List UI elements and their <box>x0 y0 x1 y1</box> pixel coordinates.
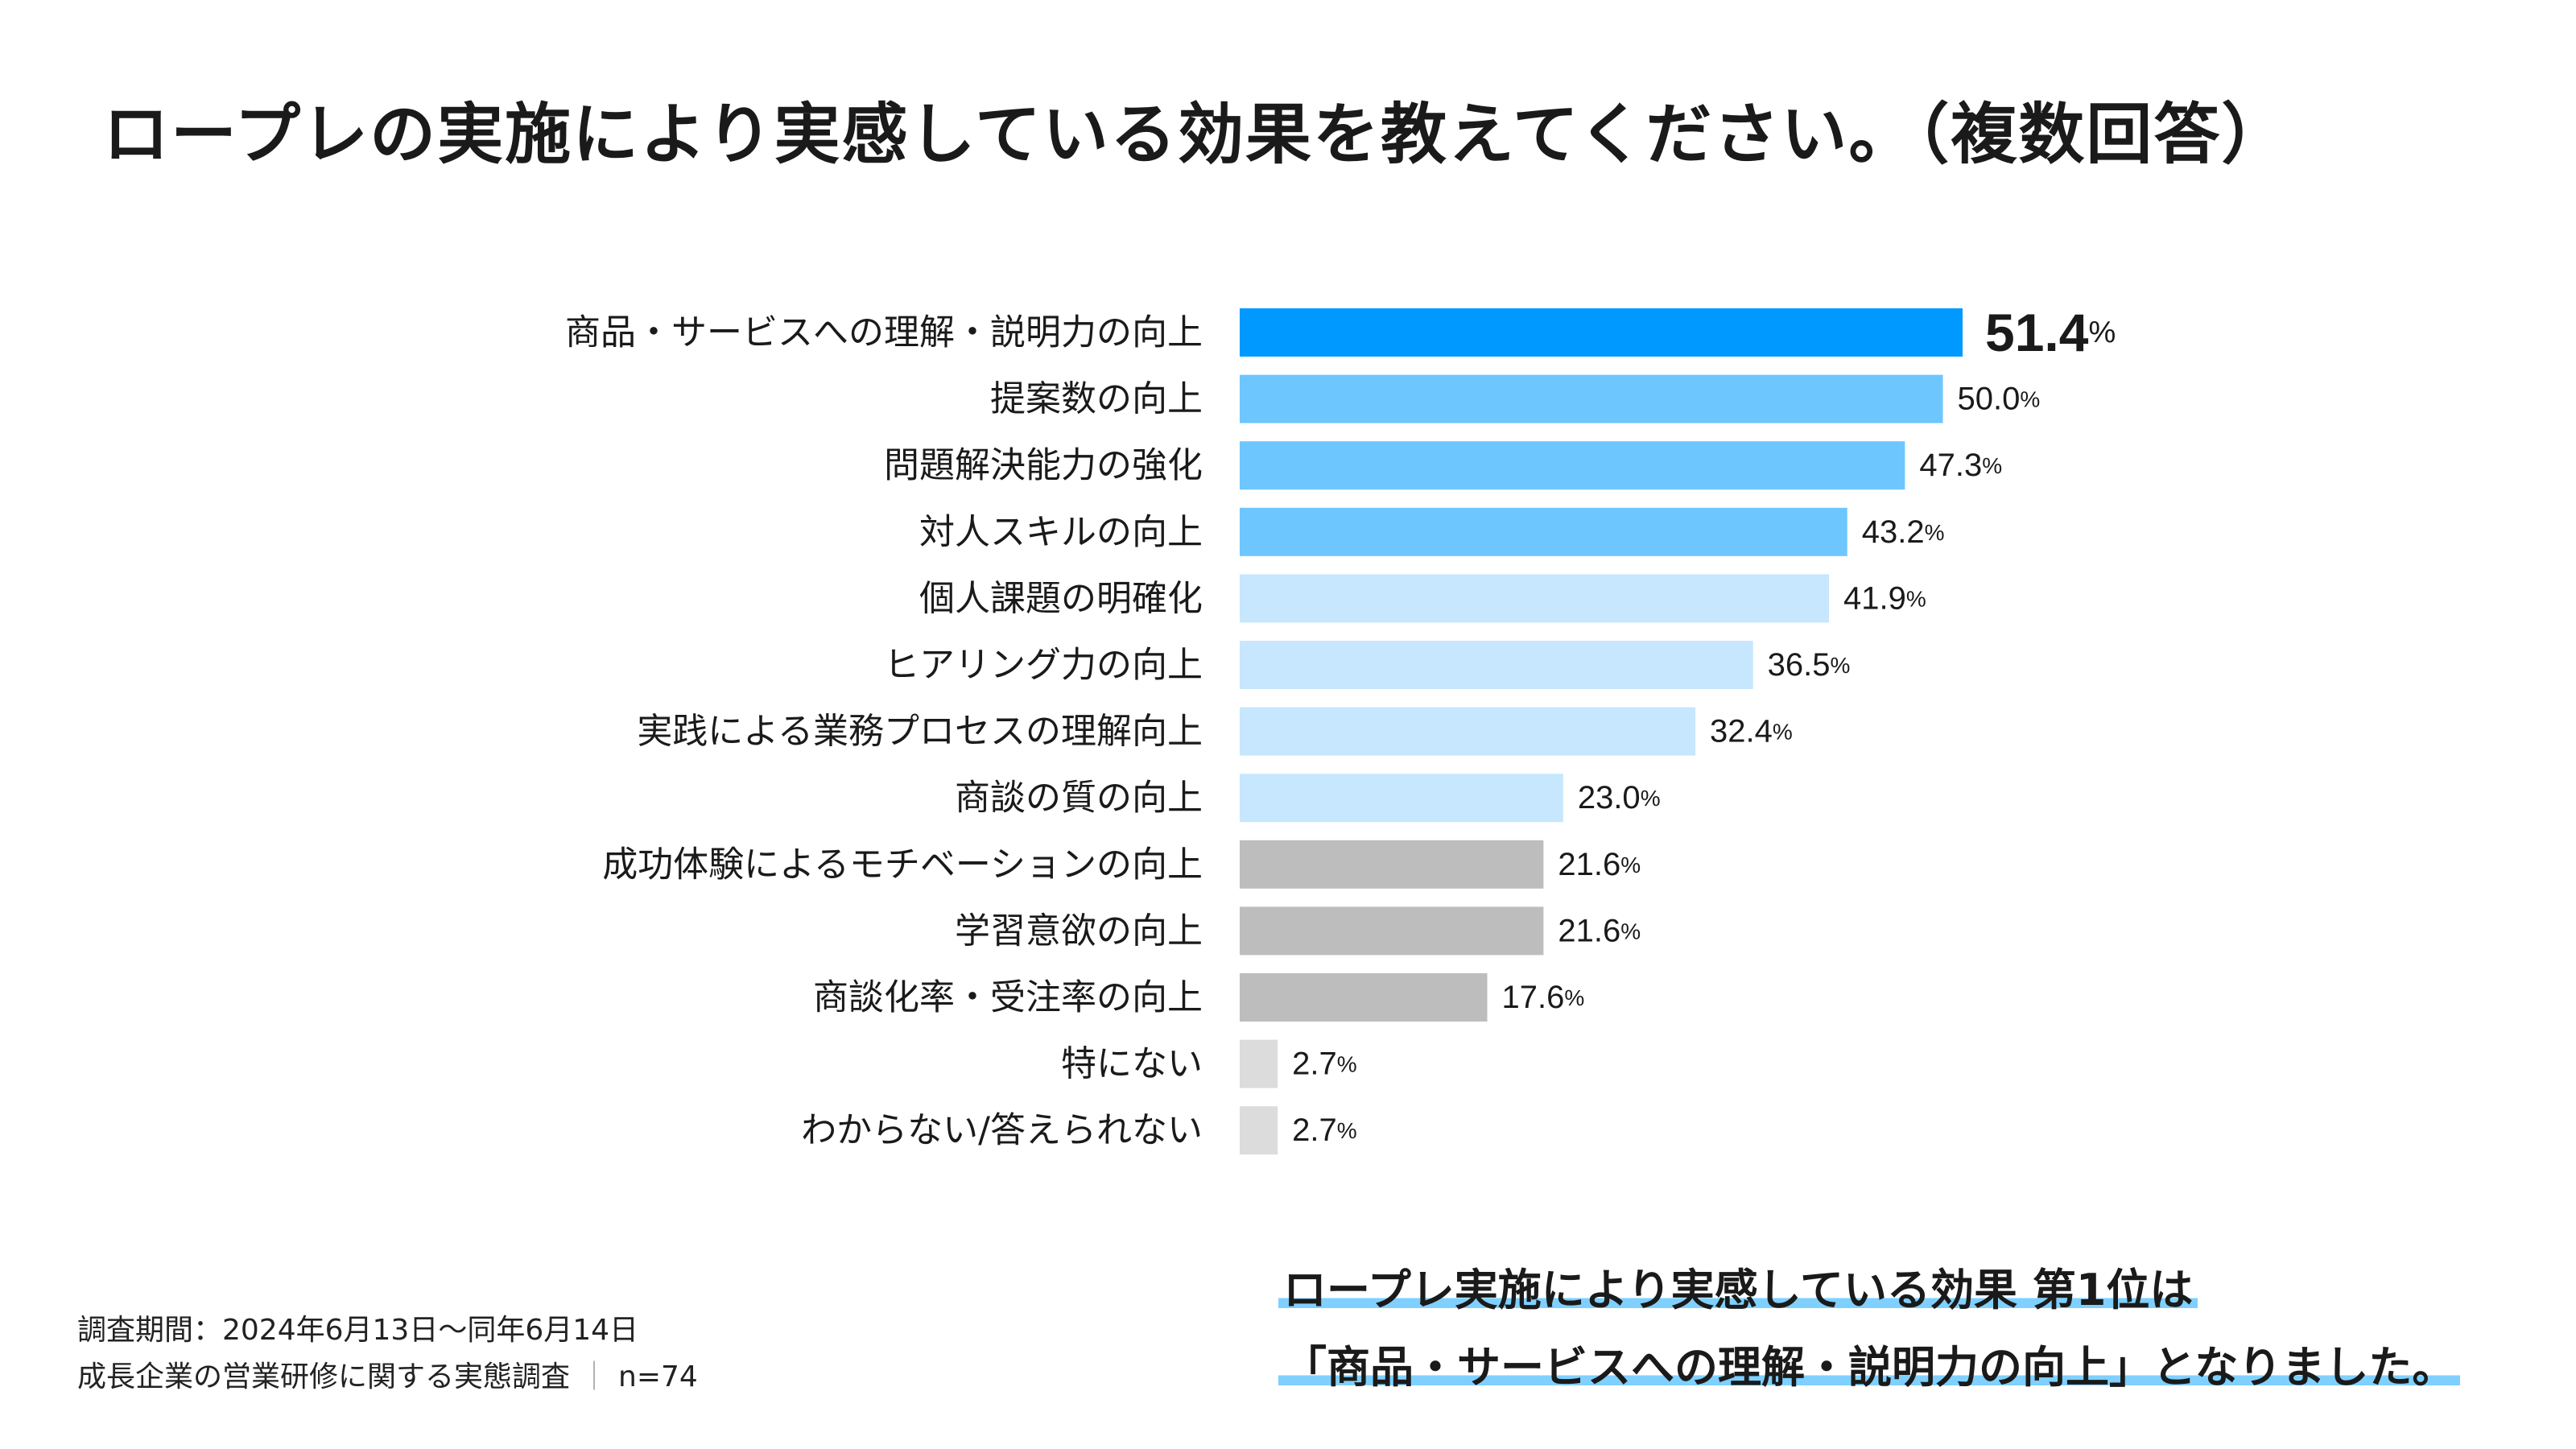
bar <box>1240 973 1488 1022</box>
value-label: 2.7% <box>1292 1046 1357 1082</box>
unit-label: % <box>1925 519 1945 544</box>
value-label: 21.6% <box>1558 913 1641 948</box>
survey-period: 調査期間：2024年6月13日〜同年6月14日 <box>77 1314 639 1347</box>
bar <box>1240 707 1696 756</box>
unit-label: % <box>1620 919 1641 943</box>
value-label: 21.6% <box>1558 847 1641 882</box>
unit-label: % <box>1620 852 1641 877</box>
unit-label: % <box>1337 1051 1357 1076</box>
value-label: 47.3% <box>1919 448 2002 483</box>
unit-label: % <box>1337 1118 1357 1143</box>
unit-label: % <box>1773 719 1793 744</box>
value-label: 2.7% <box>1292 1113 1357 1148</box>
bar <box>1240 840 1544 889</box>
unit-label: % <box>2020 386 2040 411</box>
survey-name-line: 成長企業の営業研修に関する実態調査 ｜ n=74 <box>77 1354 698 1401</box>
separator: ｜ <box>580 1360 609 1393</box>
unit-label: % <box>2088 316 2116 349</box>
value-label: 36.5% <box>1768 647 1851 683</box>
category-label: 対人スキルの向上 <box>919 511 1203 552</box>
value-label: 41.9% <box>1843 580 1926 616</box>
unit-label: % <box>1906 586 1926 611</box>
category-label: わからない/答えられない <box>801 1110 1203 1151</box>
bar <box>1240 374 1943 423</box>
category-label: 提案数の向上 <box>990 378 1203 419</box>
category-label: ヒアリング力の向上 <box>884 645 1203 686</box>
bar-chart: 商品・サービスへの理解・説明力の向上 51.4% 提案数の向上 50.0% 問題解決能力… <box>565 303 2116 1155</box>
bar <box>1240 1039 1278 1088</box>
summary-line-2: 「商品・サービスへの理解・説明力の向上」となりました。 <box>1278 1329 2461 1406</box>
unit-label: % <box>1982 453 2002 478</box>
sample-size: n=74 <box>618 1360 698 1393</box>
bar <box>1240 441 1905 490</box>
category-label: 実践による業務プロセスの理解向上 <box>637 711 1203 752</box>
category-label: 個人課題の明確化 <box>919 578 1203 619</box>
category-label: 問題解決能力の強化 <box>884 445 1203 486</box>
category-label: 商談の質の向上 <box>955 778 1203 819</box>
chart-title: ロープレの実施により実感している効果を教えてください。（複数回答） <box>103 97 2289 173</box>
summary-callout: ロープレ実施により実感している効果 第1位は 「商品・サービスへの理解・説明力の… <box>1278 1252 2461 1406</box>
survey-footnote: 調査期間：2024年6月13日〜同年6月14日 成長企業の営業研修に関する実態調… <box>77 1307 698 1401</box>
value-label: 43.2% <box>1862 514 1945 550</box>
bar <box>1240 308 1963 357</box>
value-label: 23.0% <box>1578 780 1661 815</box>
category-label: 特にない <box>1061 1043 1203 1084</box>
category-label: 商品・サービスへの理解・説明力の向上 <box>565 312 1203 353</box>
summary-text-2: 「商品・サービスへの理解・説明力の向上」となりました。 <box>1278 1342 2461 1393</box>
unit-label: % <box>1641 786 1661 811</box>
category-label: 成功体験によるモチベーションの向上 <box>602 844 1203 885</box>
bar <box>1240 774 1563 823</box>
value-label: 32.4% <box>1710 714 1793 749</box>
value-label: 17.6% <box>1501 980 1584 1015</box>
category-label: 学習意欲の向上 <box>955 910 1203 952</box>
bar <box>1240 641 1753 689</box>
bar <box>1240 507 1847 556</box>
unit-label: % <box>1831 653 1851 678</box>
summary-text-1: ロープレ実施により実感している効果 第1位は <box>1278 1265 2198 1315</box>
category-label: 商談化率・受注率の向上 <box>813 977 1203 1018</box>
bar <box>1240 1106 1278 1155</box>
bar <box>1240 574 1830 623</box>
value-label: 50.0% <box>1958 382 2041 417</box>
summary-line-1: ロープレ実施により実感している効果 第1位は <box>1278 1252 2460 1329</box>
value-label: 51.4% <box>1985 303 2116 362</box>
bar <box>1240 906 1544 956</box>
survey-name: 成長企業の営業研修に関する実態調査 <box>77 1360 571 1393</box>
unit-label: % <box>1564 985 1584 1010</box>
